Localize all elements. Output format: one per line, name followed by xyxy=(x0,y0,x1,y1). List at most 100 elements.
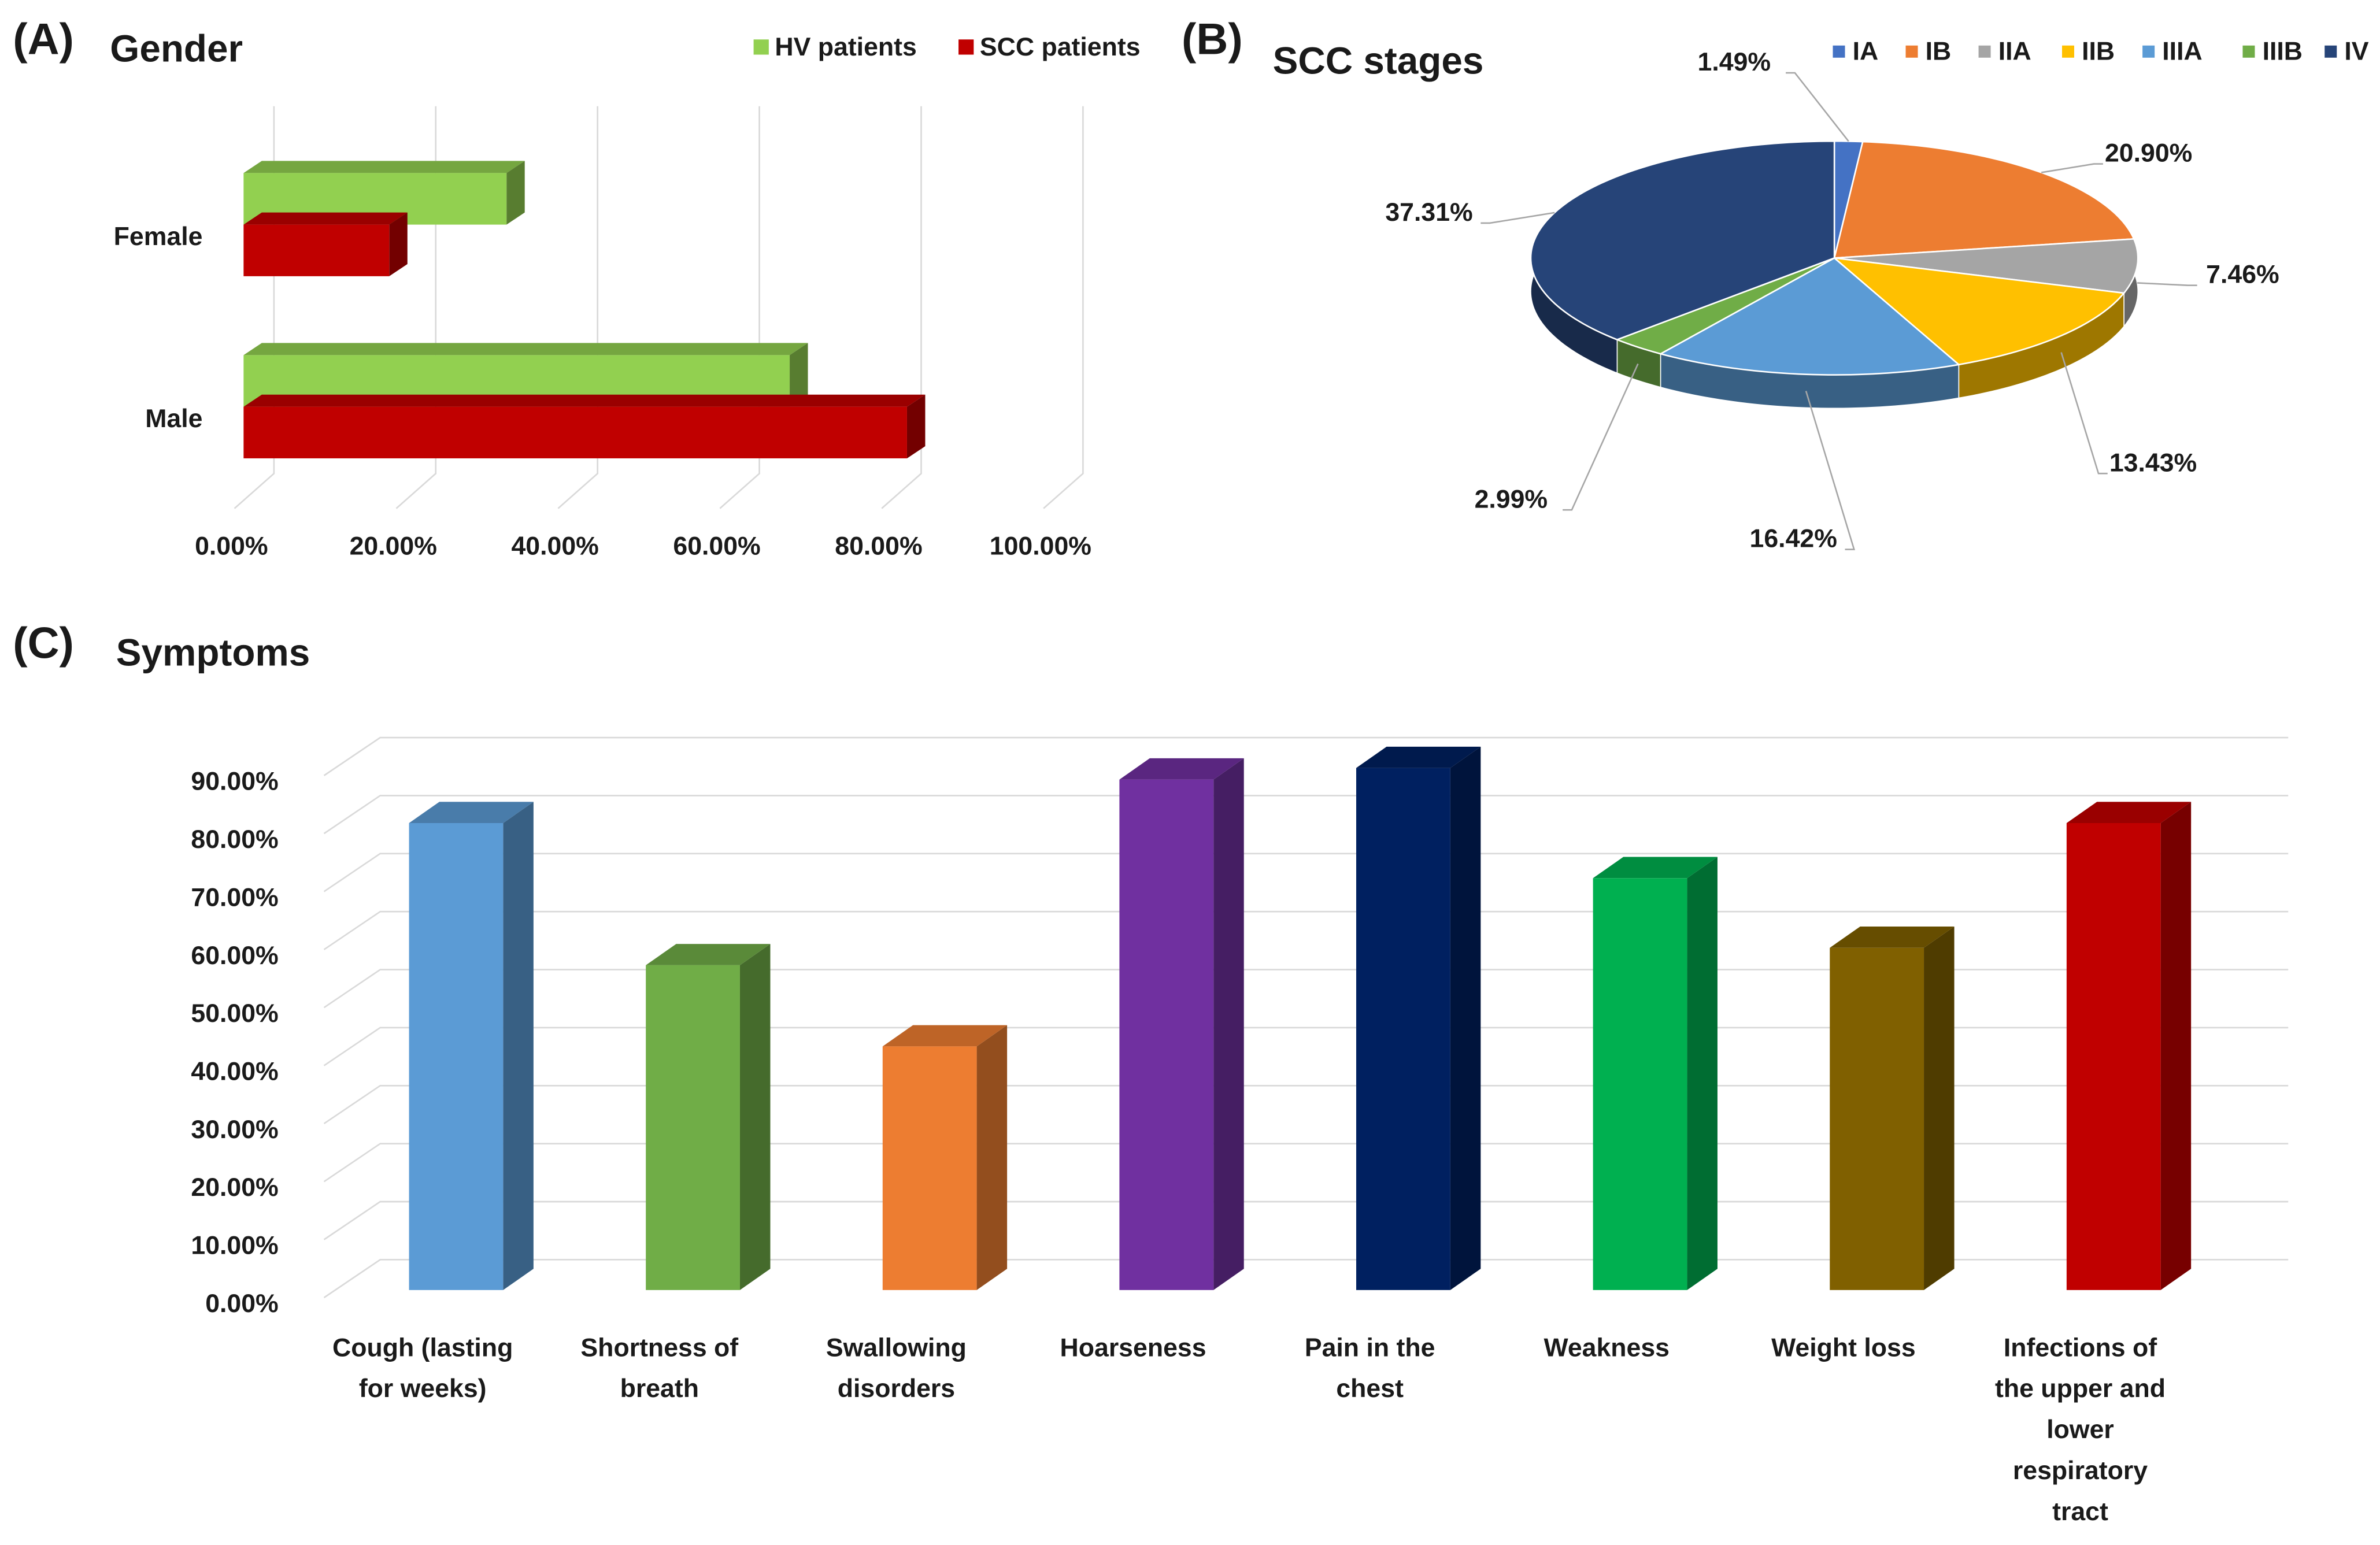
legend-swatch xyxy=(1978,45,1991,58)
x-tick-label: Weight loss xyxy=(1771,1333,1916,1362)
grid-line xyxy=(323,1084,2289,1125)
data-label: 16.42% xyxy=(1750,525,1837,553)
grid-line xyxy=(557,106,598,509)
pie-slice xyxy=(1831,257,2126,366)
bar-side xyxy=(790,343,808,407)
bar-side xyxy=(503,802,534,1290)
x-tick-label: Swallowing disorders xyxy=(826,1333,967,1403)
bar-top xyxy=(882,1025,1008,1047)
bar xyxy=(2066,822,2161,1290)
bar-side xyxy=(1924,926,1955,1290)
y-tick-label: 90.00% xyxy=(191,768,278,796)
panel-label: (C) xyxy=(13,619,74,668)
x-tick-label: Cough (lasting for weeks) xyxy=(332,1333,513,1403)
legend-label: IIIB xyxy=(2263,38,2303,66)
y-tick-label: 70.00% xyxy=(191,883,278,912)
bar xyxy=(1356,768,1450,1290)
y-tick-label: 80.00% xyxy=(191,825,278,854)
grid-line xyxy=(323,969,2289,1009)
legend-label: SCC patients xyxy=(980,33,1141,61)
y-tick-label: Female xyxy=(114,223,203,251)
x-tick-label: Hoarseness xyxy=(1060,1333,1206,1362)
x-tick-line: Hoarseness xyxy=(1060,1333,1206,1362)
chart-title: Symptoms xyxy=(116,632,310,674)
x-tick-line: tract xyxy=(2052,1498,2108,1526)
x-tick-line: for weeks) xyxy=(359,1374,487,1403)
legend-label: IIA xyxy=(1998,38,2031,66)
x-tick-label: Shortness of breath xyxy=(580,1333,738,1403)
legend-label: IA xyxy=(1853,38,1879,66)
bar-side xyxy=(2160,802,2192,1290)
x-tick-label: 40.00% xyxy=(511,532,598,561)
pie-slice xyxy=(1659,257,1961,376)
x-tick-label: Infections of the upper and lower respirato… xyxy=(1995,1333,2166,1526)
bar-top xyxy=(1356,746,1481,768)
bar-top xyxy=(409,802,534,823)
bar-top xyxy=(1830,926,1955,948)
legend-swatch xyxy=(2325,45,2337,58)
grid-line xyxy=(881,106,922,509)
bar-side xyxy=(506,161,525,225)
bar-side xyxy=(1687,857,1718,1290)
x-tick-label: 80.00% xyxy=(835,532,922,561)
bar-top xyxy=(1119,758,1244,780)
data-label: 20.90% xyxy=(2105,139,2192,168)
grid-line xyxy=(323,1143,2289,1183)
bar-side xyxy=(739,944,771,1290)
bar-top xyxy=(243,343,808,355)
legend-swatch xyxy=(2142,45,2155,58)
chart-title: SCC stages xyxy=(1273,40,1484,82)
bar xyxy=(882,1046,977,1290)
bar-side xyxy=(1450,746,1481,1290)
pie-slice xyxy=(1834,238,2139,294)
legend-swatch xyxy=(2061,45,2074,58)
y-tick-label: 30.00% xyxy=(191,1116,278,1144)
data-label: 2.99% xyxy=(1475,485,1548,513)
x-tick-line: disorders xyxy=(838,1374,955,1403)
x-tick-line: lower xyxy=(2046,1416,2114,1444)
x-tick-line: chest xyxy=(1336,1374,1404,1403)
pie-slice xyxy=(1615,257,1835,355)
grid-line xyxy=(323,1201,2289,1240)
legend-swatch xyxy=(1833,45,1845,58)
chart-title: Gender xyxy=(110,28,243,70)
bar xyxy=(243,224,390,276)
x-tick-label: 60.00% xyxy=(673,532,760,561)
x-tick-label: 100.00% xyxy=(990,532,1091,561)
bar xyxy=(1119,779,1214,1290)
grid-line xyxy=(323,795,2289,835)
x-tick-line: Weight loss xyxy=(1771,1333,1916,1362)
panel-label: (A) xyxy=(13,15,74,64)
grid-line xyxy=(323,736,2289,776)
leader-line xyxy=(2137,282,2197,286)
bar-top xyxy=(243,212,408,225)
x-tick-label: 20.00% xyxy=(350,532,437,561)
legend-label: IB xyxy=(1926,38,1952,66)
leader-line xyxy=(2041,163,2103,173)
y-tick-label: 0.00% xyxy=(205,1290,279,1318)
y-tick-label: 10.00% xyxy=(191,1232,278,1260)
legend-label: IV xyxy=(2344,38,2368,66)
x-tick-label: 0.00% xyxy=(195,532,268,561)
grid-line xyxy=(323,1259,2289,1299)
bar-side xyxy=(906,394,926,458)
legend-swatch xyxy=(1905,45,1918,58)
legend-label: IIB xyxy=(2082,38,2115,66)
leader-line xyxy=(2060,352,2108,475)
leader-line xyxy=(1786,72,1849,142)
leader-line xyxy=(1805,391,1856,550)
legend-swatch xyxy=(753,39,769,55)
legend-label: IIIA xyxy=(2162,38,2202,66)
x-tick-line: respiratory xyxy=(2013,1457,2148,1485)
bar xyxy=(1830,947,1924,1290)
bar-top xyxy=(646,944,771,965)
bar xyxy=(1593,878,1687,1290)
x-tick-line: Cough (lasting xyxy=(332,1333,513,1362)
legend-label: HV patients xyxy=(775,33,916,61)
data-label: 37.31% xyxy=(1385,198,1472,227)
pie-slice xyxy=(1833,140,2135,259)
y-tick-label: Male xyxy=(145,405,202,433)
data-label: 7.46% xyxy=(2206,261,2279,289)
grid-line xyxy=(1043,106,1084,509)
